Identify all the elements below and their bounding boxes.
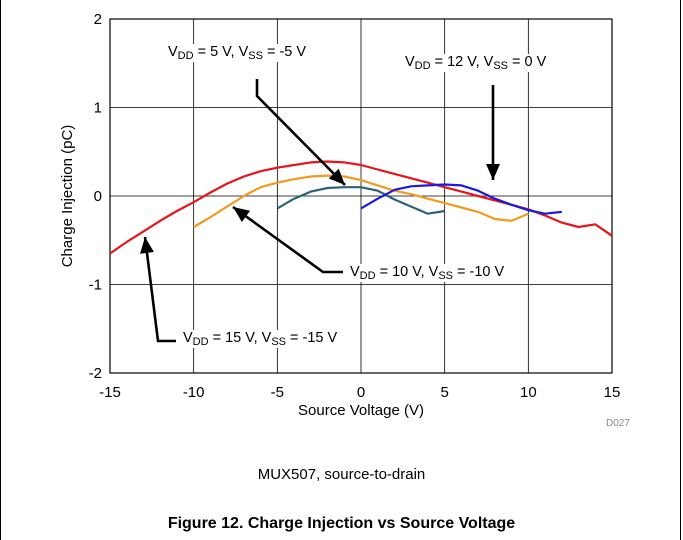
figure-caption: Figure 12. Charge Injection vs Source Vo…: [167, 515, 516, 532]
annotation-vdd12: VDD = 12 V, VSS = 0 V: [403, 54, 549, 72]
y-tick-label: -1: [89, 277, 102, 294]
arrowhead: [233, 207, 251, 223]
arrowhead: [140, 237, 154, 254]
series-lines: [109, 160, 613, 255]
plot-border: [109, 18, 613, 374]
x-tick-label: -15: [99, 384, 121, 401]
annotation-leader: [255, 79, 346, 186]
arrowhead: [328, 168, 345, 185]
series-line: [276, 186, 445, 215]
y-axis-label: Charge Injection (pC): [59, 125, 76, 268]
x-tick-label: 10: [520, 384, 537, 401]
series-line: [360, 183, 562, 215]
annotation-vdd10: VDD = 10 V, VSS = -10 V: [348, 264, 507, 282]
annotation-leader: [232, 205, 343, 274]
y-tick-label: 2: [94, 11, 102, 28]
sub-caption: MUX507, source-to-drain: [257, 466, 426, 483]
x-tick-label: 15: [604, 384, 621, 401]
y-tick-label: -2: [89, 365, 102, 382]
x-axis-label: Source Voltage (V): [298, 402, 424, 419]
annotation-arrows: [140, 79, 500, 343]
annotation-vdd15: VDD = 15 V, VSS = -15 V: [181, 330, 340, 348]
y-tick-label: 0: [94, 188, 102, 205]
y-ticks: 2 1 0 -1 -2: [89, 11, 102, 382]
x-tick-label: -10: [183, 384, 205, 401]
arrowhead: [486, 164, 500, 180]
figure-code: D027: [606, 418, 630, 429]
y-tick-label: 1: [94, 100, 102, 117]
series-line: [193, 174, 529, 228]
annotation-vdd5: VDD = 5 V, VSS = -5 V: [166, 44, 309, 62]
annotation-leader: [143, 236, 176, 343]
x-tick-label: -5: [271, 384, 284, 401]
x-tick-label: 5: [440, 384, 448, 401]
x-tick-label: 0: [357, 384, 365, 401]
grid: [110, 19, 612, 373]
x-ticks: -15 -10 -5 0 5 10 15: [99, 384, 620, 401]
